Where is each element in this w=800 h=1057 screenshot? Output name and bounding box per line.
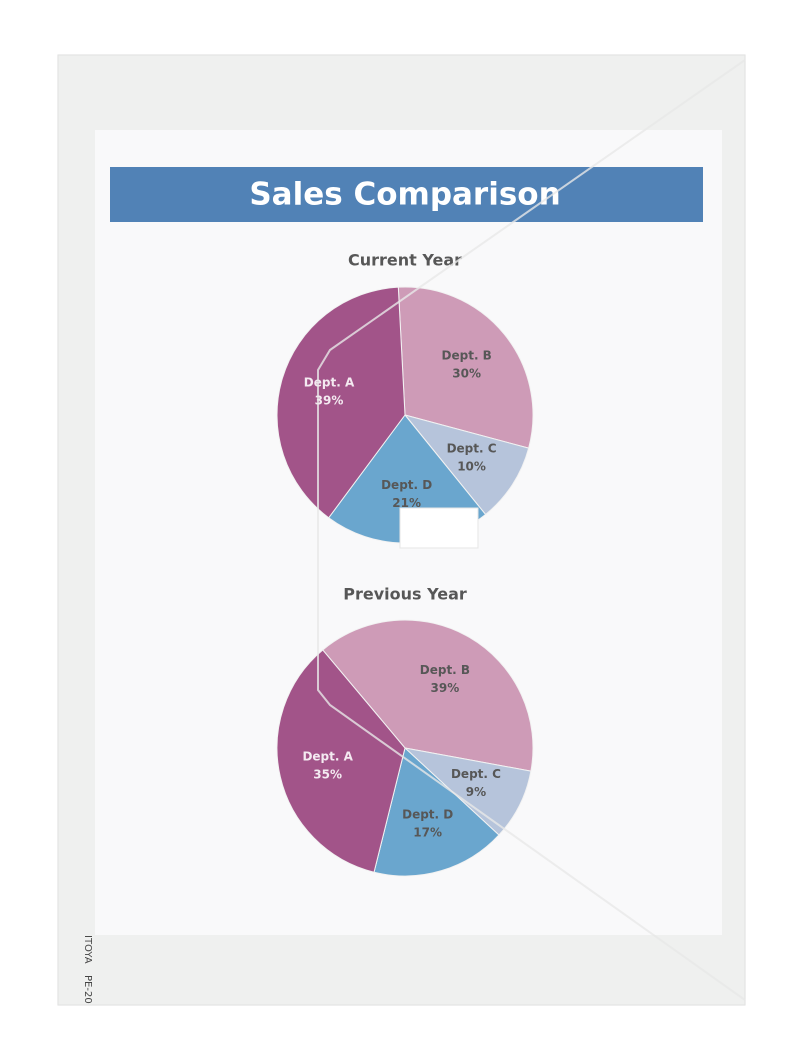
slice-label: Dept. D	[381, 478, 432, 492]
pie-slice	[373, 747, 500, 877]
pie-slice	[276, 286, 406, 519]
slice-label: Dept. C	[447, 442, 497, 456]
envelope-flap	[317, 59, 746, 1001]
slice-value: 39%	[431, 681, 460, 695]
page-title: Sales Comparison	[249, 177, 560, 213]
chart-title: Previous Year	[343, 585, 467, 604]
pie-slice	[403, 414, 530, 516]
slice-label: Dept. B	[420, 663, 470, 677]
slice-value: 21%	[392, 496, 421, 510]
title-banner	[110, 167, 703, 222]
pie-slice	[276, 649, 406, 873]
slice-label: Dept. D	[402, 808, 453, 822]
slice-value: 10%	[457, 460, 486, 474]
pie-slice	[397, 286, 534, 449]
slice-label: Dept. C	[451, 767, 501, 781]
closure-tab	[399, 507, 479, 549]
slice-value: 30%	[452, 367, 481, 381]
slice-value: 17%	[413, 826, 442, 840]
chart-title: Current Year	[348, 251, 462, 270]
slice-value: 9%	[466, 785, 486, 799]
slice-label: Dept. B	[442, 349, 492, 363]
pie-slice	[322, 619, 534, 772]
model: PE-20	[82, 975, 93, 1004]
slice-label: Dept. A	[302, 749, 353, 763]
slice-value: 35%	[313, 767, 342, 781]
slice-value: 39%	[315, 394, 344, 408]
charts: Current Year Dept. B 30% Dept. C 10% Dept. D 2…	[276, 251, 534, 877]
slice-label: Dept. A	[304, 376, 355, 390]
brand: ITOYA	[82, 935, 93, 964]
